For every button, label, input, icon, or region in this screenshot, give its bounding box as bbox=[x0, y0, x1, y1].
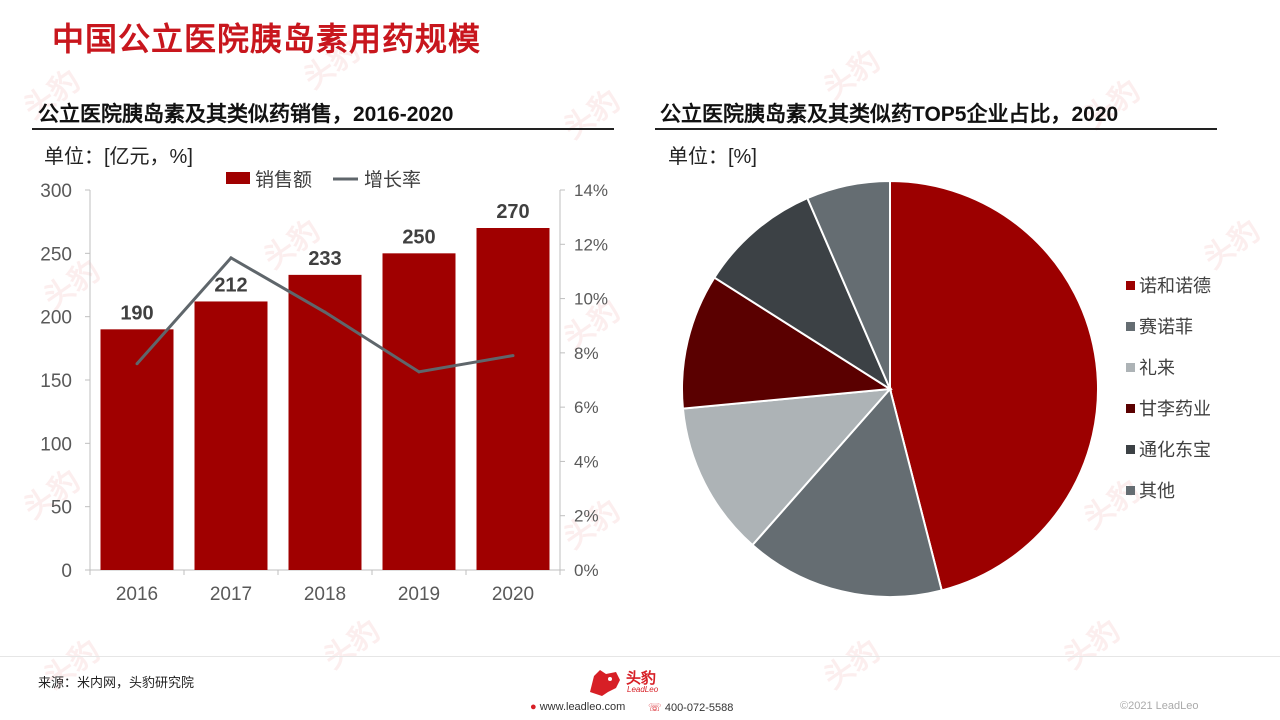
left-axis-tick-label: 250 bbox=[40, 244, 72, 265]
x-axis-tick-label: 2020 bbox=[492, 584, 534, 605]
bar-data-label: 233 bbox=[308, 248, 341, 270]
x-axis-tick-label: 2016 bbox=[116, 584, 158, 605]
right-axis-tick-label: 8% bbox=[574, 344, 599, 363]
bar-2018 bbox=[288, 274, 362, 570]
x-axis-tick-label: 2019 bbox=[398, 584, 440, 605]
watermark: 头豹 bbox=[557, 84, 627, 146]
pie-legend-label: 诺和诺德 bbox=[1139, 276, 1211, 296]
bar-chart-subtitle: 公立医院胰岛素及其类似药销售，2016-2020 bbox=[38, 103, 454, 126]
bar-data-label: 250 bbox=[402, 226, 435, 248]
right-axis-tick-label: 12% bbox=[574, 235, 608, 254]
left-axis-tick-label: 50 bbox=[51, 498, 72, 519]
pie-legend-label: 通化东宝 bbox=[1139, 440, 1211, 460]
source-note: 来源：米内网，头豹研究院 bbox=[38, 675, 195, 690]
bar-2016 bbox=[100, 329, 174, 570]
pie-legend-label: 其他 bbox=[1139, 481, 1175, 501]
copyright: ©2021 LeadLeo bbox=[1120, 700, 1199, 712]
bar-line-chart: 0 50 100 150 200 250 300 0% 2% 4% 6% 8% 10% 12% 14% 190… bbox=[40, 169, 608, 605]
bar-2019 bbox=[382, 253, 456, 570]
pie-legend-label: 赛诺菲 bbox=[1139, 317, 1193, 337]
pie-slice-1 bbox=[889, 179, 1099, 592]
right-axis-tick-label: 2% bbox=[574, 507, 599, 526]
growth-rate-point bbox=[417, 370, 421, 374]
footer-divider bbox=[0, 656, 1280, 657]
pie-chart-title-rule bbox=[655, 128, 1217, 130]
growth-rate-point bbox=[135, 362, 139, 366]
pie-slice-6 bbox=[806, 179, 891, 390]
pie-legend-swatch bbox=[1126, 445, 1135, 454]
pie-slice-2 bbox=[751, 386, 943, 598]
left-axis-tick-label: 0 bbox=[61, 561, 72, 582]
pie-slice-3 bbox=[681, 387, 893, 547]
bar-data-label: 190 bbox=[120, 302, 153, 324]
logo-text: 头豹 bbox=[626, 670, 657, 687]
watermark: 头豹 bbox=[817, 44, 887, 106]
logo-subtext: LeadLeo bbox=[627, 685, 659, 694]
bar-chart-title-rule bbox=[32, 128, 614, 130]
page-title: 中国公立医院胰岛素用药规模 bbox=[52, 21, 482, 57]
watermark: 头豹 bbox=[817, 634, 887, 696]
left-axis-tick-label: 200 bbox=[40, 308, 72, 329]
left-axis-tick-label: 150 bbox=[40, 371, 72, 392]
pie-legend-swatch bbox=[1126, 486, 1135, 495]
legend-swatch-sales bbox=[226, 172, 250, 184]
growth-rate-point bbox=[229, 256, 233, 260]
pie-chart-unit: 单位：[%] bbox=[668, 146, 757, 168]
x-axis-tick-label: 2018 bbox=[304, 584, 346, 605]
pie-legend-label: 甘李药业 bbox=[1139, 399, 1211, 419]
pie-legend-label: 礼来 bbox=[1139, 358, 1175, 378]
legend-label-sales: 销售额 bbox=[255, 169, 312, 191]
phone-icon: ☏ bbox=[648, 702, 662, 714]
right-axis-tick-label: 10% bbox=[574, 290, 608, 309]
growth-rate-point bbox=[511, 354, 515, 358]
pie-legend-swatch bbox=[1126, 281, 1135, 290]
pie-legend-swatch bbox=[1126, 322, 1135, 331]
right-axis-tick-label: 0% bbox=[574, 561, 599, 580]
pie-slice-5 bbox=[712, 196, 893, 392]
right-axis-tick-label: 14% bbox=[574, 181, 608, 200]
bar-data-label: 270 bbox=[496, 201, 529, 223]
left-axis-tick-label: 300 bbox=[40, 181, 72, 202]
pie-legend-swatch bbox=[1126, 404, 1135, 413]
phone-text: 400-072-5588 bbox=[664, 702, 734, 714]
growth-rate-point bbox=[323, 310, 327, 314]
right-axis-tick-label: 6% bbox=[574, 398, 599, 417]
leadleo-logo-icon bbox=[590, 670, 620, 696]
legend-label-growth: 增长率 bbox=[364, 169, 421, 191]
bar-2020 bbox=[476, 228, 550, 570]
website-link[interactable]: ● www.leadleo.com bbox=[530, 701, 625, 713]
phone-number: ☏ 400-072-5588 bbox=[648, 701, 733, 714]
globe-icon: ● bbox=[530, 701, 537, 713]
bar-data-label: 212 bbox=[214, 274, 247, 296]
x-axis-tick-label: 2017 bbox=[210, 584, 252, 605]
pie-legend-swatch bbox=[1126, 363, 1135, 372]
pie-slice-4 bbox=[681, 276, 894, 410]
bar-chart-unit: 单位：[亿元，%] bbox=[44, 146, 193, 168]
right-axis-tick-label: 4% bbox=[574, 452, 599, 471]
pie-chart-subtitle: 公立医院胰岛素及其类似药TOP5企业占比，2020 bbox=[660, 103, 1119, 126]
website-text: www.leadleo.com bbox=[539, 701, 626, 713]
bar-2017 bbox=[194, 301, 268, 570]
left-axis-tick-label: 100 bbox=[40, 434, 72, 455]
